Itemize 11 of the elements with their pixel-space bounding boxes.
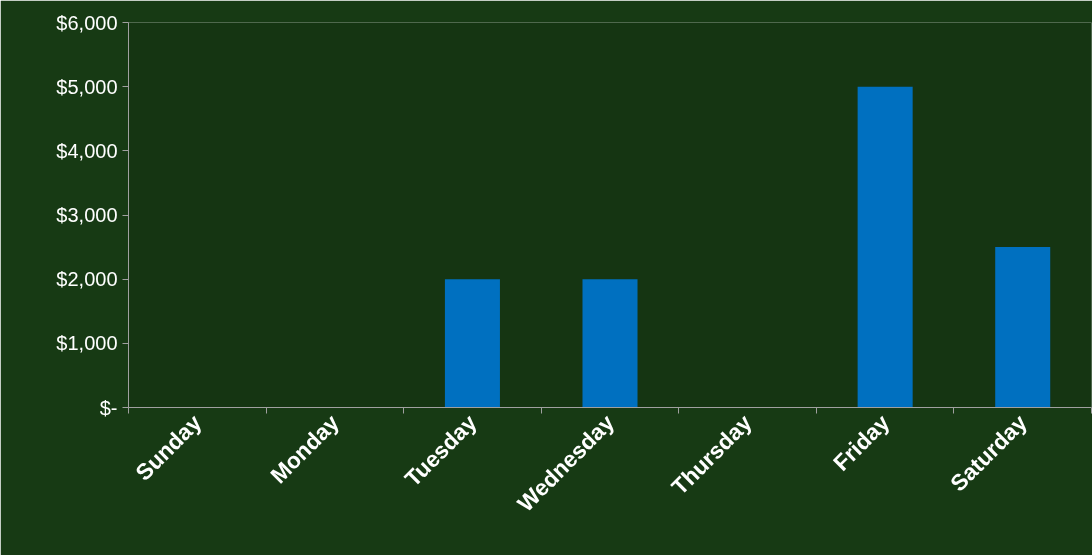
y-tick-label: $3,000 — [56, 204, 118, 226]
bar — [444, 279, 500, 408]
y-tick-label: $2,000 — [56, 268, 118, 291]
y-tick-label: $5,000 — [56, 75, 118, 98]
y-tick-label: $4,000 — [56, 139, 118, 162]
bar — [995, 247, 1051, 408]
y-tick-label: $6,000 — [56, 11, 118, 34]
bar — [582, 279, 638, 408]
bar — [857, 86, 913, 408]
y-tick-label: $1,000 — [56, 332, 118, 355]
y-tick-label: $- — [99, 396, 118, 419]
